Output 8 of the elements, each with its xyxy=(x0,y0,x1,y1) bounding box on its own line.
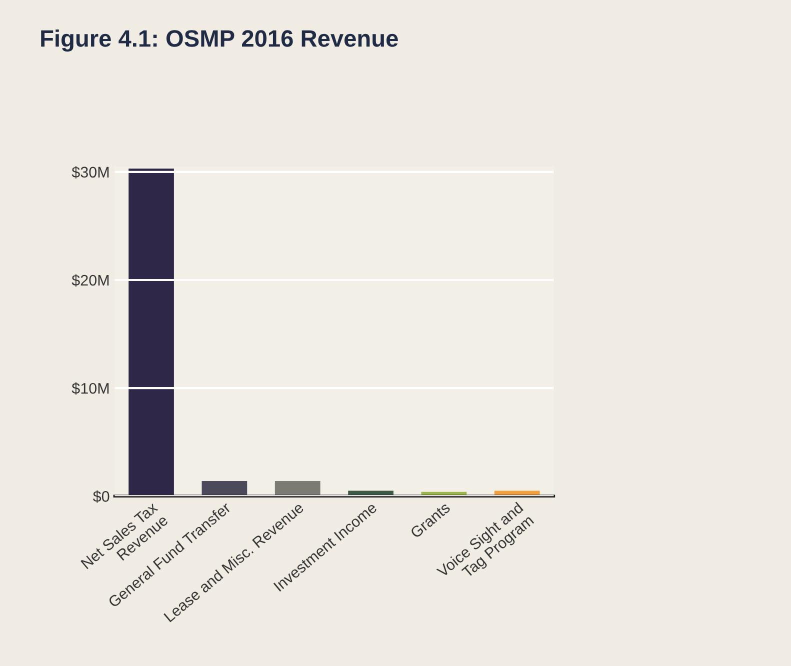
y-tick-label: $10M xyxy=(72,382,109,395)
bar xyxy=(274,481,320,496)
y-tick-label: $20M xyxy=(72,274,109,287)
y-tick-label: $0 xyxy=(93,490,110,503)
bar xyxy=(128,168,174,496)
chart-title: Figure 4.1: OSMP 2016 Revenue xyxy=(41,30,398,52)
y-tick-label: $30M xyxy=(72,166,109,178)
bar xyxy=(202,481,248,496)
